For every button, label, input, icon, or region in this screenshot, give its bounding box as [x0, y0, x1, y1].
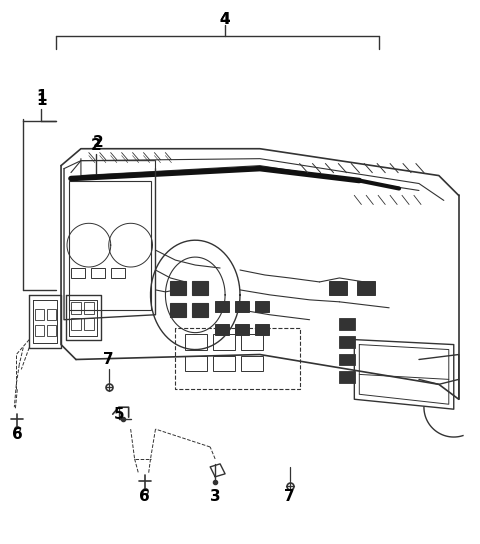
- Bar: [185, 333, 207, 350]
- Bar: [192, 281, 208, 295]
- Bar: [255, 301, 269, 312]
- Text: 3: 3: [210, 489, 220, 504]
- Bar: [71, 302, 81, 314]
- Bar: [35, 325, 44, 336]
- Text: 1: 1: [36, 94, 47, 108]
- Text: 7: 7: [104, 352, 114, 367]
- Text: 4: 4: [220, 12, 230, 27]
- Bar: [47, 325, 56, 336]
- Text: 6: 6: [12, 426, 23, 442]
- Bar: [329, 281, 348, 295]
- Bar: [213, 356, 235, 372]
- Bar: [339, 354, 355, 366]
- Text: 2: 2: [93, 135, 103, 150]
- Bar: [84, 302, 94, 314]
- Bar: [170, 281, 186, 295]
- Bar: [235, 324, 249, 335]
- Bar: [47, 309, 56, 320]
- Bar: [35, 309, 44, 320]
- Text: 4: 4: [220, 12, 230, 27]
- Bar: [357, 281, 375, 295]
- Bar: [91, 268, 105, 278]
- Bar: [192, 303, 208, 317]
- Bar: [71, 318, 81, 330]
- Text: 5: 5: [113, 407, 124, 422]
- Bar: [170, 303, 186, 317]
- Bar: [255, 324, 269, 335]
- Bar: [111, 268, 125, 278]
- Text: 1: 1: [36, 89, 47, 103]
- Bar: [213, 333, 235, 350]
- Bar: [241, 356, 263, 372]
- Text: 2: 2: [90, 138, 101, 153]
- Bar: [215, 301, 229, 312]
- Bar: [235, 301, 249, 312]
- Text: 6: 6: [139, 489, 150, 504]
- Bar: [339, 336, 355, 348]
- Bar: [71, 268, 85, 278]
- Bar: [339, 318, 355, 330]
- Bar: [185, 356, 207, 372]
- Text: 7: 7: [284, 489, 295, 504]
- Bar: [215, 324, 229, 335]
- Bar: [84, 318, 94, 330]
- Bar: [69, 181, 151, 310]
- Bar: [241, 333, 263, 350]
- Bar: [339, 372, 355, 384]
